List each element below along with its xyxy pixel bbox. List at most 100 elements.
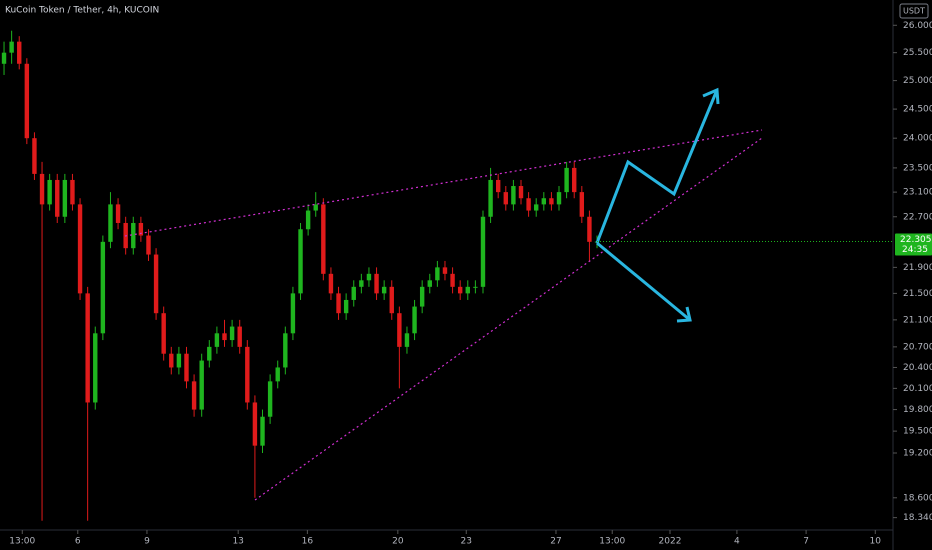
candle-body	[503, 192, 508, 205]
candle-body	[153, 254, 159, 314]
candle-body	[404, 333, 410, 347]
candle-body	[77, 204, 83, 294]
candles	[1, 30, 600, 521]
candle-body	[473, 286, 478, 288]
last-price-box	[895, 233, 932, 256]
y-tick-label: 19.800	[903, 405, 932, 415]
candle-body	[169, 353, 174, 368]
y-tick-label: 20.400	[903, 363, 932, 373]
y-tick-label: 23.100	[903, 188, 932, 198]
candle-body	[518, 186, 524, 199]
candle-body	[252, 402, 258, 446]
lower-trendline	[254, 137, 763, 501]
bullish-arrowhead	[702, 87, 720, 105]
x-tick-label: 2022	[659, 537, 682, 547]
candle-body	[495, 179, 501, 193]
candle-body	[321, 204, 326, 274]
y-tick-label: 20.700	[903, 342, 932, 352]
candle-body	[488, 179, 493, 217]
x-tick-label: 27	[550, 537, 561, 547]
candle-body	[62, 179, 68, 217]
candle-body	[199, 360, 204, 410]
y-tick-label: 22.700	[903, 212, 932, 222]
bearish-arrowhead	[676, 306, 692, 323]
axes: 26.000 25.500 25.000 24.500 24.000 23.500 23.1…	[9, 21, 932, 547]
candle-body	[176, 353, 182, 368]
x-tick-label: 13:00	[599, 537, 625, 547]
candle-body	[579, 192, 585, 217]
candle-body	[55, 179, 60, 217]
y-tick-label: 18.340	[903, 513, 932, 523]
candle-body	[39, 173, 45, 205]
candle-body	[9, 41, 14, 53]
y-tick-label: 21.100	[903, 315, 932, 325]
candle-body	[32, 138, 37, 174]
countdown-label: 24:35	[902, 245, 928, 255]
candle-body	[534, 204, 539, 211]
y-tick-label: 24.000	[903, 134, 932, 144]
candle-body	[191, 381, 197, 410]
candle-body	[366, 273, 372, 281]
candle-body	[214, 333, 220, 347]
x-tick-label: 13:00	[9, 537, 35, 547]
candle-body	[457, 286, 463, 294]
currency: USDT	[903, 7, 925, 16]
candle-body	[397, 313, 402, 347]
candle-body	[587, 216, 592, 242]
candle-body	[419, 286, 425, 307]
candle-body	[207, 346, 212, 361]
candle-body	[442, 267, 448, 274]
candle-body	[17, 41, 22, 64]
candle-body	[374, 273, 379, 294]
x-tick-label: 20	[392, 537, 404, 547]
candle-body	[359, 280, 364, 287]
candle-body	[351, 286, 356, 300]
candle-body	[222, 333, 227, 341]
candle-body	[412, 306, 417, 334]
candle-body	[541, 198, 547, 205]
candle-body	[572, 167, 577, 193]
y-tick-label: 25.000	[903, 76, 932, 86]
candle-body	[328, 273, 334, 294]
bearish-path	[596, 241, 691, 322]
y-tick-label: 20.100	[903, 384, 932, 394]
candle-body	[480, 216, 486, 287]
y-tick-label: 26.000	[903, 21, 932, 31]
candle-body	[161, 313, 166, 354]
candle-body	[70, 179, 75, 205]
candle-body	[237, 326, 242, 347]
y-tick-label: 23.500	[903, 163, 932, 173]
candle-body	[85, 293, 90, 403]
y-tick-label: 25.500	[903, 48, 932, 58]
candle-body	[146, 235, 151, 255]
candle-body	[298, 229, 303, 294]
candle-body	[260, 416, 265, 446]
candle-body	[450, 273, 455, 287]
candle-body	[305, 210, 311, 230]
candle-body	[564, 167, 569, 193]
candle-body	[275, 367, 280, 382]
candle-body	[131, 222, 136, 249]
x-tick-label: 4	[734, 537, 740, 547]
candle-body	[267, 381, 273, 417]
y-tick-label: 21.500	[903, 289, 932, 299]
candle-body	[290, 293, 296, 334]
x-tick-label: 13	[232, 537, 243, 547]
chart-title: KuCoin Token / Tether, 4h, KUCOIN	[5, 6, 159, 16]
candle-body	[100, 241, 106, 334]
y-tick-label: 18.600	[903, 493, 932, 503]
candle-body	[389, 286, 394, 314]
y-tick-label: 21.900	[903, 263, 932, 273]
candle-body	[184, 353, 189, 382]
candle-body	[108, 204, 113, 242]
bullish-path	[595, 89, 719, 244]
candle-body	[283, 333, 288, 368]
candle-body	[24, 63, 30, 139]
x-tick-label: 16	[302, 537, 314, 547]
candle-body	[1, 52, 7, 64]
candle-body	[465, 286, 470, 294]
x-tick-label: 6	[75, 537, 81, 547]
